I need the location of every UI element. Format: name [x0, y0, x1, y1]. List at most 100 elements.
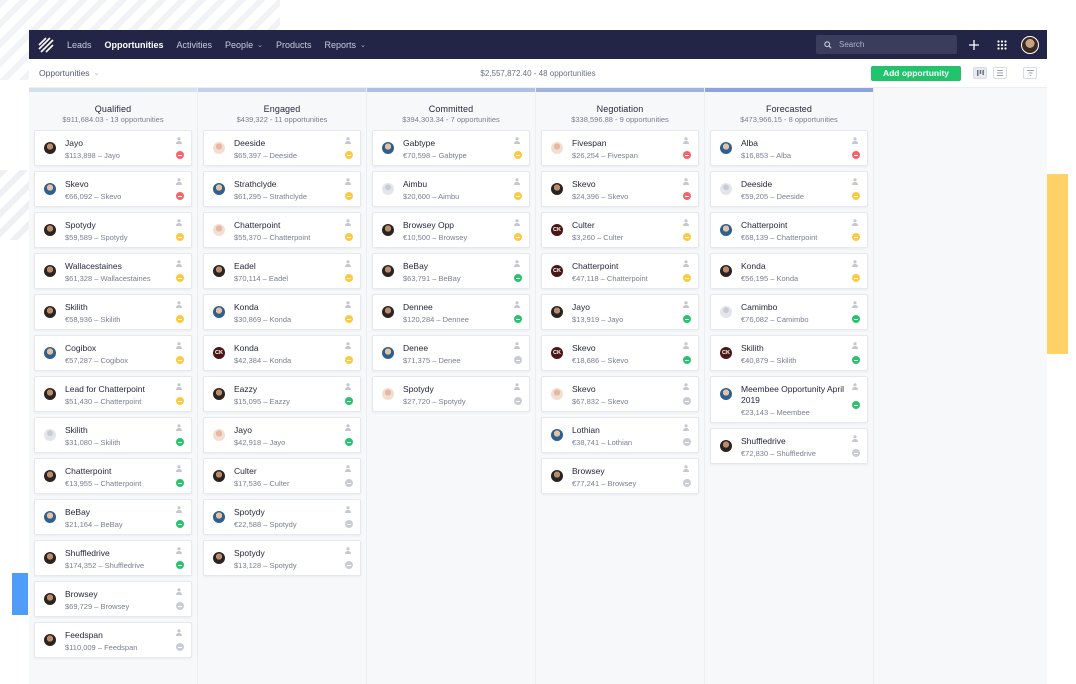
search-input[interactable]: Search: [816, 35, 957, 54]
nav-item-opportunities[interactable]: Opportunities: [105, 40, 164, 50]
opportunity-card[interactable]: Browsey Opp €10,500 – Browsey: [372, 212, 530, 248]
nav-item-people[interactable]: People ⌄: [225, 40, 263, 50]
apps-grid-icon[interactable]: [991, 39, 1013, 50]
card-title: Dennee: [403, 302, 433, 312]
card-subtitle: $42,384 – Konda: [234, 356, 340, 365]
opportunity-card[interactable]: Konda $30,869 – Konda: [203, 294, 361, 330]
add-opportunity-button[interactable]: Add opportunity: [871, 65, 961, 81]
opportunity-card[interactable]: CK Culter $3,260 – Culter: [541, 212, 699, 248]
opportunity-card[interactable]: Alba $16,853 – Alba: [710, 130, 868, 166]
opportunity-card[interactable]: Shuffledrive $174,352 – Shuffledrive: [34, 540, 192, 576]
nav-item-activities[interactable]: Activities: [177, 40, 213, 50]
opportunity-card[interactable]: Spotydy $13,128 – Spotydy: [203, 540, 361, 576]
opportunity-card[interactable]: Deeside €59,205 – Deeside: [710, 171, 868, 207]
card-value: €59,205: [741, 192, 769, 201]
opportunity-card[interactable]: Skevo €66,092 – Skevo: [34, 171, 192, 207]
opportunity-card[interactable]: BeBay $63,791 – BeBay: [372, 253, 530, 289]
opportunity-card[interactable]: Jayo $13,919 – Jayo: [541, 294, 699, 330]
avatar: [213, 183, 225, 195]
opportunity-card[interactable]: Denee $71,375 – Denee: [372, 335, 530, 371]
opportunity-card[interactable]: Eazzy $15,095 – Eazzy: [203, 376, 361, 412]
opportunity-card[interactable]: Strathclyde $61,295 – Strathclyde: [203, 171, 361, 207]
opportunity-card[interactable]: Konda €56,195 – Konda: [710, 253, 868, 289]
opportunity-card[interactable]: Lothian €38,741 – Lothian: [541, 417, 699, 453]
person-icon: [852, 137, 858, 144]
opportunity-card[interactable]: Aimbu $20,600 – Aimbu: [372, 171, 530, 207]
card-value: €18,686: [572, 356, 600, 365]
status-green-icon: [514, 315, 522, 323]
opportunity-card[interactable]: CK Skevo €18,686 – Skevo: [541, 335, 699, 371]
opportunity-card[interactable]: CK Konda $42,384 – Konda: [203, 335, 361, 371]
list-view-icon[interactable]: [993, 67, 1007, 79]
logo-icon[interactable]: [37, 36, 55, 54]
opportunity-card[interactable]: Skevo $67,832 – Skevo: [541, 376, 699, 412]
opportunity-card[interactable]: Jayo $113,898 – Jayo: [34, 130, 192, 166]
opportunity-card[interactable]: Cogibox €57,287 – Cogibox: [34, 335, 192, 371]
card-subtitle: $63,791 – BeBay: [403, 274, 509, 283]
person-icon: [683, 465, 689, 472]
card-separator: –: [260, 274, 269, 283]
person-icon: [176, 260, 182, 267]
opportunity-card[interactable]: Spotydy €22,588 – Spotydy: [203, 499, 361, 535]
avatar: [382, 265, 394, 277]
board-view-icon[interactable]: [973, 67, 987, 79]
plus-icon[interactable]: [963, 39, 985, 50]
opportunity-card[interactable]: Chatterpoint $55,370 – Chatterpoint: [203, 212, 361, 248]
avatar: [44, 552, 56, 564]
card-separator: –: [92, 520, 101, 529]
opportunity-card[interactable]: Culter $17,536 – Culter: [203, 458, 361, 494]
card-value: €38,741: [572, 438, 600, 447]
opportunity-card[interactable]: Dennee $120,284 – Dennee: [372, 294, 530, 330]
opportunity-card[interactable]: CK Skilith €40,879 – Skilith: [710, 335, 868, 371]
card-subtitle: €23,143 – Meembee: [741, 408, 847, 417]
opportunity-card[interactable]: Browsey $69,729 – Browsey: [34, 581, 192, 617]
card-separator: –: [594, 233, 604, 242]
card-subtitle: €57,287 – Cogibox: [65, 356, 171, 365]
opportunity-card[interactable]: Browsey €77,241 – Browsey: [541, 458, 699, 494]
card-title: Culter: [572, 220, 595, 230]
opportunity-card[interactable]: Meembee Opportunity April 2019 €23,143 – …: [710, 376, 868, 423]
pipeline-dropdown[interactable]: Opportunities ⌄: [39, 68, 99, 78]
opportunity-card[interactable]: Spotydy $27,720 – Spotydy: [372, 376, 530, 412]
status-yellow-icon: [345, 151, 353, 159]
opportunity-card[interactable]: Wallacestaines $61,328 – Wallacestaines: [34, 253, 192, 289]
opportunity-card[interactable]: Feedspan $110,009 – Feedspan: [34, 622, 192, 658]
opportunity-card[interactable]: Lead for Chatterpoint $51,430 – Chatterpo…: [34, 376, 192, 412]
card-company: Konda: [269, 315, 292, 324]
opportunity-card[interactable]: Chatterpoint €13,955 – Chatterpoint: [34, 458, 192, 494]
card-subtitle: $21,164 – BeBay: [65, 520, 171, 529]
opportunity-card[interactable]: Shuffledrive €72,830 – Shuffledrive: [710, 428, 868, 464]
status-green-icon: [852, 401, 860, 409]
opportunity-card[interactable]: Jayo $42,918 – Jayo: [203, 417, 361, 453]
nav-item-reports[interactable]: Reports ⌄: [324, 40, 365, 50]
user-avatar[interactable]: [1021, 35, 1039, 54]
card-company: Lothian: [607, 438, 633, 447]
opportunity-card[interactable]: Skilith €58,936 – Skilith: [34, 294, 192, 330]
opportunity-card[interactable]: Fivespan $26,254 – Fivespan: [541, 130, 699, 166]
status-green-icon: [852, 315, 860, 323]
opportunity-card[interactable]: Spotydy $59,589 – Spotydy: [34, 212, 192, 248]
opportunity-card[interactable]: Skevo $24,396 – Skevo: [541, 171, 699, 207]
card-title: Browsey Opp: [403, 220, 455, 230]
opportunity-card[interactable]: CK Chatterpoint €47,118 – Chatterpoint: [541, 253, 699, 289]
card-separator: –: [92, 233, 101, 242]
opportunity-card[interactable]: Skilith $31,080 – Skilith: [34, 417, 192, 453]
opportunity-card[interactable]: Camimbo €76,082 – Camimbo: [710, 294, 868, 330]
card-company: Deeside: [269, 151, 297, 160]
card-separator: –: [261, 356, 270, 365]
nav-item-products[interactable]: Products: [276, 40, 312, 50]
opportunity-card[interactable]: Chatterpoint €68,139 – Chatterpoint: [710, 212, 868, 248]
opportunity-card[interactable]: Deeside $65,397 – Deeside: [203, 130, 361, 166]
opportunity-card[interactable]: BeBay $21,164 – BeBay: [34, 499, 192, 535]
opportunity-card[interactable]: Gabtype €70,598 – Gabtype: [372, 130, 530, 166]
nav-item-leads[interactable]: Leads: [67, 40, 92, 50]
person-icon: [514, 342, 520, 349]
opportunity-card[interactable]: Eadel $70,114 – Eadel: [203, 253, 361, 289]
card-value: $13,128: [234, 561, 262, 570]
column-title: Negotiation: [596, 104, 644, 114]
card-subtitle: $15,095 – Eazzy: [234, 397, 340, 406]
column-title: Forecasted: [765, 104, 813, 114]
person-icon: [345, 219, 351, 226]
filter-icon[interactable]: [1023, 67, 1037, 79]
status-yellow-icon: [514, 192, 522, 200]
